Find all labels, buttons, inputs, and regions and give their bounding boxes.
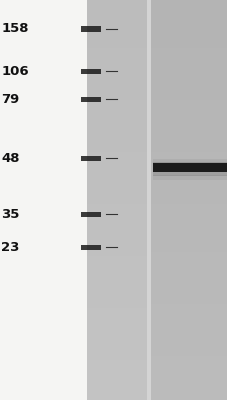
Bar [0, 0, 86, 400]
Bar [81, 97, 101, 102]
Text: 35: 35 [1, 208, 20, 220]
Bar [152, 175, 226, 180]
Bar [81, 69, 101, 74]
Bar [81, 212, 101, 217]
Text: 79: 79 [1, 93, 19, 106]
Bar [81, 26, 101, 32]
Bar [152, 172, 226, 176]
Bar [81, 156, 101, 161]
Bar [152, 163, 226, 172]
Text: 23: 23 [1, 241, 20, 254]
Bar [152, 159, 226, 164]
Text: 106: 106 [1, 65, 29, 78]
Bar [146, 0, 151, 400]
Bar [86, 0, 146, 400]
Text: 158: 158 [1, 22, 29, 35]
Bar [81, 245, 101, 250]
Bar [151, 0, 227, 400]
Bar [152, 162, 226, 167]
Text: 48: 48 [1, 152, 20, 164]
